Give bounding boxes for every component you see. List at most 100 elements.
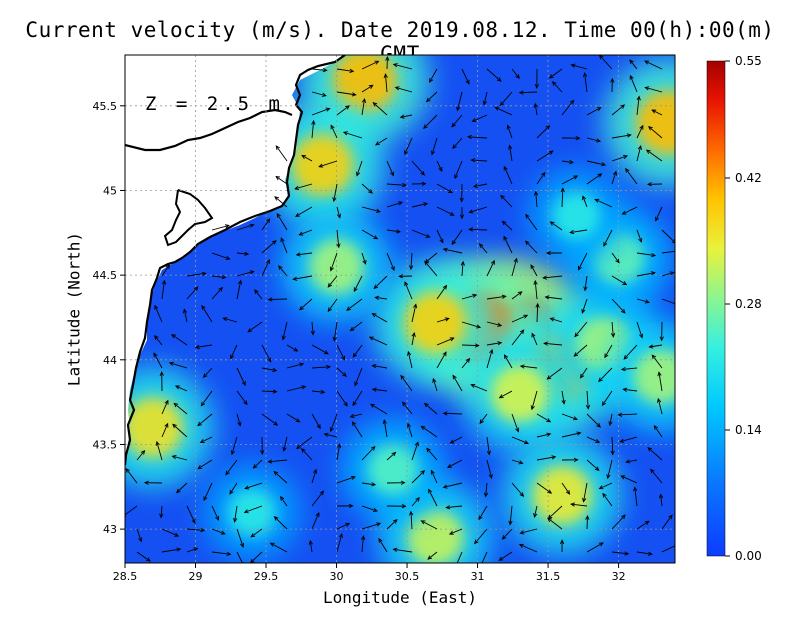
current-arrow [273, 516, 288, 530]
current-arrow [274, 196, 288, 208]
current-arrow [361, 183, 373, 194]
current-arrow [611, 104, 626, 116]
current-arrow [461, 293, 478, 300]
current-arrow [536, 124, 551, 139]
current-arrow [536, 432, 552, 438]
current-arrow [278, 265, 288, 277]
current-arrow [657, 371, 663, 392]
current-arrow [426, 447, 438, 461]
x-tick-label: 31.5 [536, 570, 561, 583]
current-arrow [332, 183, 338, 203]
current-arrow [461, 321, 482, 329]
x-tick-label: 31 [471, 570, 485, 583]
current-arrow [203, 482, 213, 502]
current-arrow [260, 436, 265, 455]
current-arrow [461, 357, 471, 369]
current-arrow [467, 134, 488, 140]
current-arrow [436, 160, 443, 172]
current-arrow [194, 344, 213, 350]
current-arrow [648, 344, 663, 349]
current-arrow [436, 351, 447, 369]
current-arrow [511, 413, 520, 433]
current-arrow [617, 412, 638, 417]
current-arrow [501, 220, 513, 231]
current-arrow [559, 539, 565, 553]
current-arrow [201, 305, 213, 323]
current-arrow [411, 160, 425, 176]
y-tick-label: 43 [103, 523, 117, 536]
current-arrow [408, 252, 414, 271]
current-arrow [511, 329, 525, 346]
current-arrow [530, 264, 538, 277]
current-arrow [536, 171, 546, 185]
current-arrow [361, 84, 374, 93]
current-arrow [430, 469, 438, 484]
current-arrow [468, 227, 488, 232]
current-vectors [125, 55, 675, 563]
current-arrow [636, 520, 650, 530]
current-arrow [442, 247, 463, 254]
current-arrow [653, 425, 663, 438]
current-arrow [175, 482, 188, 494]
current-arrow [373, 275, 388, 290]
current-arrow [427, 551, 438, 560]
current-arrow [454, 160, 463, 180]
current-arrow [351, 421, 363, 438]
current-arrow [370, 403, 388, 415]
current-arrow [582, 482, 588, 503]
current-arrow [533, 190, 539, 208]
current-arrow [518, 90, 538, 95]
current-arrow [230, 344, 238, 360]
current-arrow [356, 160, 363, 177]
current-arrow [161, 279, 167, 300]
hotspot-core [532, 465, 592, 525]
current-arrow [445, 505, 463, 510]
current-arrow [636, 144, 642, 162]
grid [124, 55, 675, 563]
current-arrow [186, 527, 206, 533]
current-arrow [336, 522, 351, 530]
current-arrow [172, 423, 188, 438]
current-arrow [486, 348, 494, 369]
current-arrow [311, 91, 327, 97]
current-arrow [586, 413, 601, 428]
current-arrow [386, 182, 407, 188]
current-arrow [174, 385, 188, 392]
current-arrow [336, 443, 342, 461]
current-arrow [236, 367, 246, 386]
current-arrow [474, 528, 488, 545]
x-tick-label: 30.5 [395, 570, 420, 583]
current-arrow [411, 202, 429, 208]
current-arrow [519, 364, 538, 369]
colorbar-tick-label: 0.28 [735, 297, 762, 311]
current-arrow [269, 542, 288, 553]
current-arrow [236, 528, 245, 548]
current-arrow [651, 109, 663, 116]
current-arrow [361, 97, 367, 116]
current-arrow [423, 114, 438, 130]
hotspot-core [404, 291, 467, 354]
hotspot-core [332, 55, 397, 113]
current-arrow [349, 321, 363, 332]
current-arrow [361, 482, 377, 487]
current-arrow [361, 60, 380, 70]
current-arrow [211, 252, 231, 260]
hotspot-core [552, 191, 601, 240]
current-arrow [583, 275, 588, 292]
current-arrow [429, 68, 438, 83]
current-arrow [459, 183, 464, 203]
current-arrow [456, 91, 463, 112]
current-arrow [275, 175, 288, 185]
current-arrow [486, 459, 493, 479]
current-arrow [311, 413, 321, 430]
current-arrow [547, 517, 563, 530]
current-arrow [606, 459, 613, 480]
current-arrow [299, 298, 313, 311]
current-arrow [636, 252, 657, 258]
current-arrow [424, 260, 438, 277]
current-arrow [661, 514, 673, 530]
current-arrow [636, 124, 644, 139]
current-arrow [211, 275, 227, 280]
current-arrow [301, 154, 313, 162]
current-arrow [636, 95, 641, 116]
